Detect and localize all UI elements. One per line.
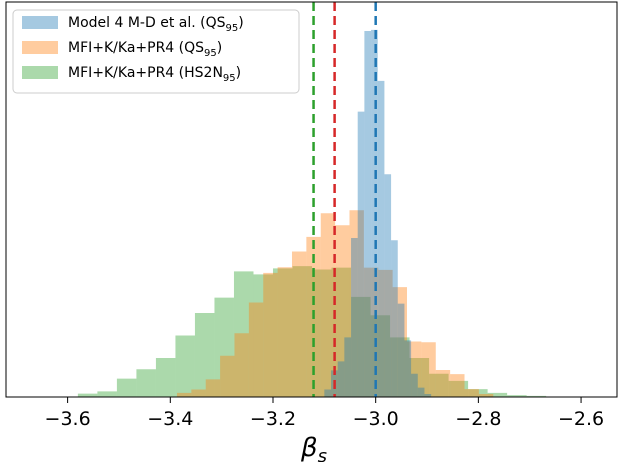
bar-mfi_qs-5 — [248, 302, 264, 397]
bar-mfi_hs2n-10 — [272, 268, 293, 398]
legend-swatch-mfi_qs — [22, 41, 58, 54]
bar-model4-8 — [377, 80, 385, 398]
series-mfi_qs — [176, 210, 494, 398]
series-mfi_hs2n — [77, 266, 547, 398]
bar-mfi_hs2n-3 — [136, 369, 156, 397]
x-tick-label-3: −3.0 — [353, 408, 399, 430]
bar-mfi_hs2n-20 — [468, 389, 488, 398]
bar-mfi_qs-4 — [234, 333, 249, 397]
bar-model4-11 — [397, 303, 405, 398]
bar-mfi_qs-10 — [320, 213, 336, 397]
x-tick-label-0: −3.6 — [45, 408, 91, 430]
legend-box — [12, 9, 300, 94]
bar-mfi_qs-14 — [378, 269, 393, 398]
x-tick-label-1: −3.4 — [147, 408, 193, 430]
legend-swatch-model4 — [22, 16, 58, 29]
bar-mfi_hs2n-8 — [233, 271, 254, 398]
bar-model4-15 — [424, 394, 432, 397]
plot-frame — [5, 1, 618, 398]
legend-label-model4: Model 4 M-D et al. (QS95) — [68, 15, 244, 34]
bar-mfi_hs2n-0 — [77, 393, 98, 398]
bar-model4-4 — [351, 238, 358, 397]
bar-model4-0 — [324, 389, 332, 397]
bar-mfi_qs-17 — [421, 342, 436, 397]
bar-mfi_qs-0 — [176, 392, 192, 398]
bar-mfi_qs-19 — [450, 374, 465, 398]
legend-label-mfi_hs2n: MFI+K/Ka+PR4 (HS2N95) — [68, 65, 241, 84]
bar-mfi_hs2n-15 — [370, 315, 391, 397]
bar-mfi_hs2n-13 — [331, 267, 352, 398]
bar-model4-14 — [417, 387, 425, 398]
x-axis-ticks: −3.6 −3.4 −3.2 −3.0 −2.8 −2.6 — [45, 397, 604, 430]
x-axis-label: βs — [300, 433, 327, 462]
bar-mfi_hs2n-6 — [194, 313, 215, 397]
bar-mfi_qs-12 — [349, 210, 364, 397]
x-tick-label-4: −2.8 — [455, 408, 501, 430]
bar-mfi_hs2n-11 — [292, 266, 313, 398]
reference-lines — [312, 2, 377, 397]
bar-model4-5 — [357, 111, 365, 398]
bar-mfi_qs-1 — [191, 389, 206, 397]
bar-model4-10 — [391, 240, 398, 397]
series-model4 — [324, 29, 432, 398]
bar-model4-13 — [411, 373, 418, 397]
bar-model4-3 — [344, 337, 352, 398]
bar-mfi_hs2n-12 — [312, 269, 332, 397]
bar-mfi_qs-20 — [464, 389, 479, 398]
legend: Model 4 M-D et al. (QS95) MFI+K/Ka+PR4 (Q… — [12, 9, 300, 94]
bar-mfi_hs2n-9 — [253, 274, 273, 398]
bar-mfi_hs2n-19 — [448, 380, 469, 398]
bar-mfi_hs2n-21 — [487, 392, 508, 398]
bar-mfi_qs-18 — [435, 370, 451, 397]
bar-mfi_hs2n-14 — [351, 296, 371, 398]
bar-mfi_qs-8 — [291, 251, 307, 397]
bar-mfi_qs-3 — [220, 355, 235, 397]
bar-mfi_qs-2 — [205, 379, 221, 398]
bar-mfi_hs2n-22 — [507, 395, 527, 398]
x-tick-label-2: −3.2 — [250, 408, 296, 430]
bar-mfi_hs2n-23 — [526, 395, 547, 398]
bar-mfi_qs-21 — [478, 394, 494, 397]
bar-mfi_hs2n-16 — [390, 337, 410, 398]
bar-model4-2 — [337, 361, 345, 398]
bar-mfi_qs-6 — [263, 272, 278, 398]
histogram-bars — [77, 29, 547, 398]
legend-swatch-mfi_hs2n — [22, 66, 58, 79]
bar-mfi_hs2n-2 — [116, 378, 137, 398]
bar-mfi_qs-11 — [335, 225, 350, 397]
bar-mfi_qs-16 — [407, 341, 422, 397]
bar-model4-7 — [371, 29, 378, 398]
bar-mfi_hs2n-17 — [409, 358, 430, 397]
bar-model4-6 — [364, 31, 372, 397]
bar-mfi_hs2n-4 — [155, 358, 176, 397]
bar-model4-9 — [384, 174, 392, 397]
x-tick-label-5: −2.6 — [558, 408, 604, 430]
bar-model4-12 — [404, 340, 412, 398]
bar-mfi_qs-7 — [277, 267, 292, 397]
bar-mfi_qs-15 — [392, 287, 407, 398]
bar-mfi_hs2n-1 — [97, 391, 117, 398]
bar-mfi_hs2n-5 — [175, 335, 195, 397]
bar-mfi_hs2n-7 — [214, 297, 234, 398]
bar-mfi_hs2n-18 — [429, 373, 449, 397]
legend-label-mfi_qs: MFI+K/Ka+PR4 (QS95) — [68, 40, 222, 59]
